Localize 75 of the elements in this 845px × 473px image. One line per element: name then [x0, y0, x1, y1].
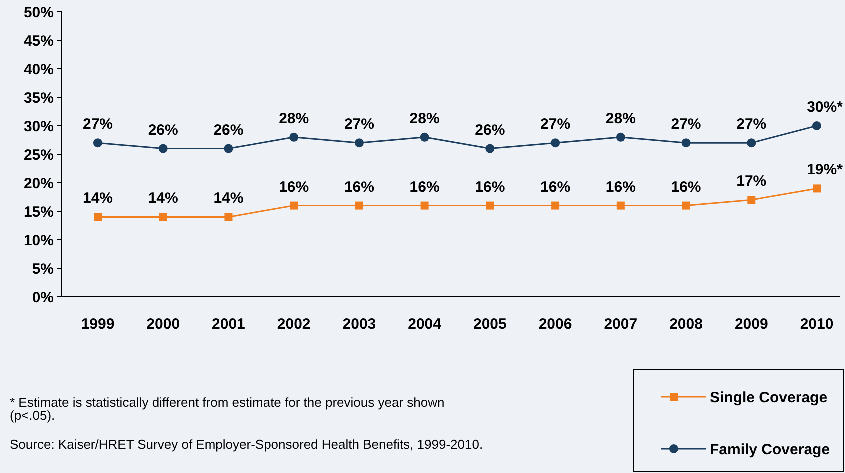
x-tick-label: 2008: [670, 316, 703, 333]
data-label: 16%: [344, 178, 374, 196]
point: [682, 202, 690, 210]
point: [486, 144, 495, 154]
data-label: 26%: [475, 122, 506, 139]
point: [158, 144, 168, 154]
point: [552, 202, 560, 210]
y-tick-label: 45%: [24, 32, 54, 50]
data-label: 28%: [279, 110, 310, 128]
x-tick-label: 2004: [408, 316, 442, 333]
legend-label: Single Coverage: [710, 389, 828, 406]
data-label: 14%: [148, 190, 178, 208]
data-label: 27%: [736, 116, 767, 134]
point: [682, 138, 691, 148]
point: [224, 213, 233, 222]
point: [290, 202, 298, 210]
point: [616, 132, 626, 142]
point: [616, 202, 625, 210]
data-label: 14%: [214, 190, 244, 208]
data-label: 16%: [540, 178, 571, 196]
point: [812, 122, 822, 130]
data-label: 16%: [606, 178, 636, 196]
data-label: 28%: [606, 110, 636, 128]
point: [748, 196, 756, 204]
x-tick-label: 2000: [146, 316, 180, 333]
data-label: 16%: [671, 178, 702, 196]
data-label: 27%: [82, 116, 114, 134]
point: [486, 202, 494, 210]
y-tick-label: 50%: [24, 4, 54, 22]
y-tick-label: 25%: [24, 146, 54, 164]
x-tick-label: 2006: [538, 316, 572, 333]
data-label: 27%: [671, 116, 702, 134]
data-label: 27%: [344, 116, 374, 134]
y-tick-label: 35%: [24, 90, 54, 107]
point: [420, 132, 430, 142]
point: [420, 202, 429, 210]
data-label: 26%: [214, 122, 244, 139]
x-tick-label: 2007: [604, 316, 638, 333]
data-label: 26%: [148, 122, 178, 139]
y-tick-label: 0%: [32, 289, 54, 306]
x-tick-label: 2005: [473, 316, 507, 333]
x-tick-label: 2003: [342, 316, 376, 333]
point: [94, 213, 102, 222]
y-tick-label: 10%: [24, 232, 54, 250]
point: [813, 184, 821, 193]
x-tick-label: 2009: [734, 316, 768, 333]
y-tick-label: 15%: [24, 204, 54, 221]
point: [94, 138, 102, 148]
x-tick-label: 2010: [800, 316, 834, 333]
data-label: 19%*: [807, 162, 844, 179]
point: [747, 138, 756, 148]
y-tick-label: 30%: [24, 118, 54, 136]
data-label: 14%: [82, 190, 114, 208]
text: * Estimate is statistically different from estimate for the previous year shown (p<.05).: [10, 395, 445, 423]
data-label: 16%: [475, 178, 506, 196]
y-tick-label: 5%: [32, 260, 54, 278]
data-label: 30%*: [807, 99, 844, 116]
data-label: 17%: [736, 173, 767, 190]
data-label: 28%: [410, 110, 440, 128]
x-tick-label: 1999: [81, 316, 115, 333]
point: [159, 213, 168, 222]
point: [355, 202, 364, 210]
data-label: 16%: [410, 178, 440, 196]
data-label: 16%: [279, 178, 310, 196]
point: [551, 138, 560, 148]
point: [224, 144, 234, 154]
point: [354, 138, 364, 148]
source-note: Source: Kaiser/HRET Survey of Employer-Sponsored Health Benefits, 1999-2010.: [10, 437, 484, 452]
data-label: 27%: [540, 116, 571, 134]
y-tick-label: 40%: [24, 61, 54, 78]
x-tick-label: 2002: [277, 316, 311, 333]
x-tick-label: 2001: [212, 316, 246, 333]
y-tick-label: 20%: [24, 175, 54, 192]
point: [290, 132, 299, 142]
legend-label: Family Coverage: [710, 441, 830, 458]
